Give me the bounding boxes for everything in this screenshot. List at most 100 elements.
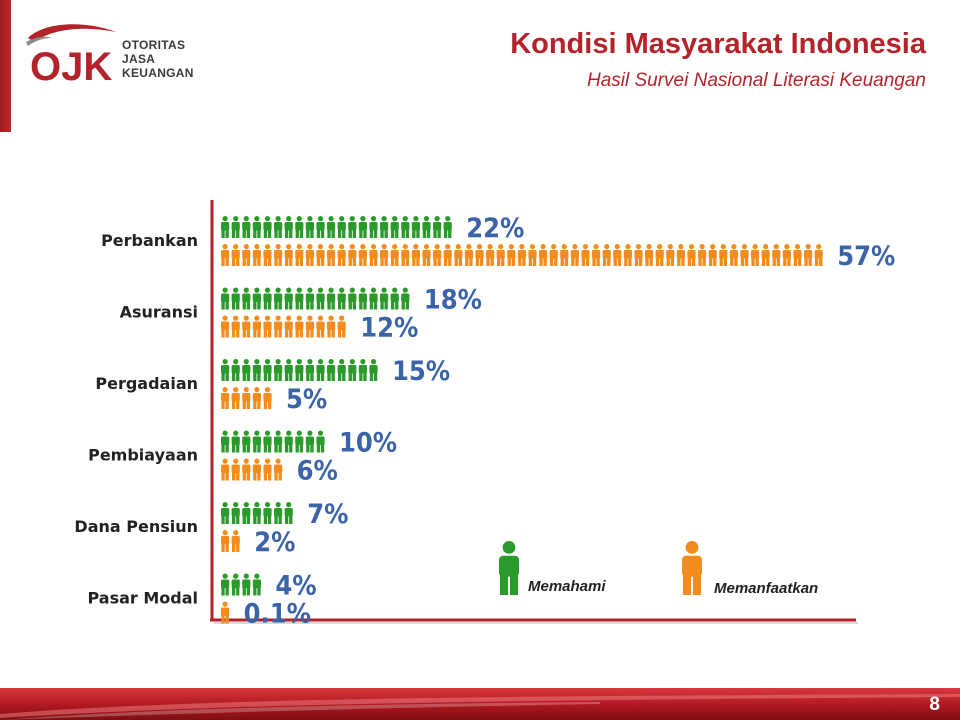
person-icon — [231, 315, 240, 338]
person-icon — [539, 244, 548, 266]
person-icon — [284, 287, 293, 310]
person-icon — [295, 315, 304, 338]
person-icon — [369, 359, 378, 381]
pictogram-bar-memahami — [221, 359, 378, 381]
person-icon — [422, 244, 431, 266]
person-icon — [284, 244, 293, 266]
pictogram-bar-memahami — [221, 216, 452, 238]
person-icon — [316, 315, 325, 338]
person-icon — [231, 573, 240, 596]
person-icon — [221, 502, 230, 524]
person-icon — [221, 530, 230, 552]
category-label: Asuransi — [120, 303, 198, 322]
person-icon — [252, 502, 261, 524]
person-icon — [422, 216, 431, 238]
data-label: 6% — [297, 456, 338, 487]
person-icon — [221, 287, 230, 310]
person-icon — [242, 573, 251, 596]
person-icon — [433, 244, 442, 266]
person-icon — [274, 287, 283, 310]
person-icon — [305, 430, 314, 453]
person-icon — [221, 458, 230, 481]
pictogram-bar-memahami — [221, 287, 410, 310]
person-icon — [295, 359, 304, 381]
person-icon — [284, 430, 293, 453]
pictogram-bar-memahami — [221, 430, 325, 453]
person-icon — [708, 244, 717, 266]
person-icon — [284, 359, 293, 381]
person-icon — [274, 244, 283, 266]
person-icon — [528, 244, 537, 266]
person-icon — [263, 502, 272, 524]
pictogram-bar-memahami — [221, 502, 293, 524]
person-icon — [443, 244, 452, 266]
person-icon — [676, 244, 685, 266]
chart-axes — [210, 200, 858, 624]
person-icon — [263, 216, 272, 238]
data-label: 18% — [424, 285, 482, 316]
person-icon — [242, 359, 251, 381]
person-icon — [295, 244, 304, 266]
person-icon — [337, 216, 346, 238]
pictogram-bar-memanfaatkan — [221, 458, 283, 481]
person-icon — [390, 287, 399, 310]
person-icon — [252, 387, 261, 409]
person-icon — [221, 430, 230, 453]
data-label: 7% — [307, 499, 348, 530]
category-label: Dana Pensiun — [74, 517, 198, 536]
person-icon — [231, 430, 240, 453]
person-icon — [719, 244, 728, 266]
person-icon — [814, 244, 823, 266]
person-icon — [221, 573, 230, 596]
person-icon — [390, 216, 399, 238]
person-icon — [252, 573, 261, 596]
person-icon — [782, 244, 791, 266]
pictogram-bar-memahami — [221, 573, 261, 596]
person-icon — [348, 359, 357, 381]
person-icon — [517, 244, 526, 266]
person-icon — [380, 244, 389, 266]
person-icon — [581, 244, 590, 266]
ojk-logo-mark-icon: OJK — [26, 24, 116, 89]
pictogram-bar-memanfaatkan — [221, 601, 230, 624]
person-icon — [666, 244, 675, 266]
person-icon — [231, 216, 240, 238]
person-icon — [740, 244, 749, 266]
data-label: 0.1% — [244, 599, 311, 630]
person-icon — [401, 244, 410, 266]
person-icon — [274, 458, 283, 481]
person-icon — [263, 387, 272, 409]
left-accent-bar — [0, 0, 11, 132]
person-icon — [316, 359, 325, 381]
person-icon — [761, 244, 770, 266]
category-labels: Perbankan Asuransi Pergadaian Pembiayaan Dan… — [74, 231, 198, 608]
person-icon — [242, 244, 251, 266]
person-icon — [274, 315, 283, 338]
person-icon — [507, 244, 516, 266]
page-number: 8 — [929, 694, 940, 715]
category-label: Pembiayaan — [88, 446, 198, 465]
person-icon — [348, 244, 357, 266]
person-icon — [295, 430, 304, 453]
person-icon — [295, 216, 304, 238]
person-icon — [464, 244, 473, 266]
legend-memanfaatkan-icon — [682, 541, 702, 595]
person-icon — [274, 216, 283, 238]
person-icon — [327, 216, 336, 238]
person-icon — [380, 216, 389, 238]
person-icon — [623, 244, 632, 266]
person-icon — [496, 244, 505, 266]
logo-line-1: OTORITAS — [122, 38, 186, 52]
data-label: 57% — [837, 241, 895, 272]
person-icon — [751, 244, 760, 266]
person-icon — [305, 244, 314, 266]
legend-memahami-icon — [499, 541, 519, 595]
person-icon — [327, 315, 336, 338]
ojk-logo: OJK OTORITAS JASA KEUANGAN — [24, 18, 204, 90]
person-icon — [221, 387, 230, 409]
person-icon — [772, 244, 781, 266]
person-icon — [231, 458, 240, 481]
person-icon — [411, 216, 420, 238]
data-label: 12% — [360, 313, 418, 344]
person-icon — [729, 244, 738, 266]
